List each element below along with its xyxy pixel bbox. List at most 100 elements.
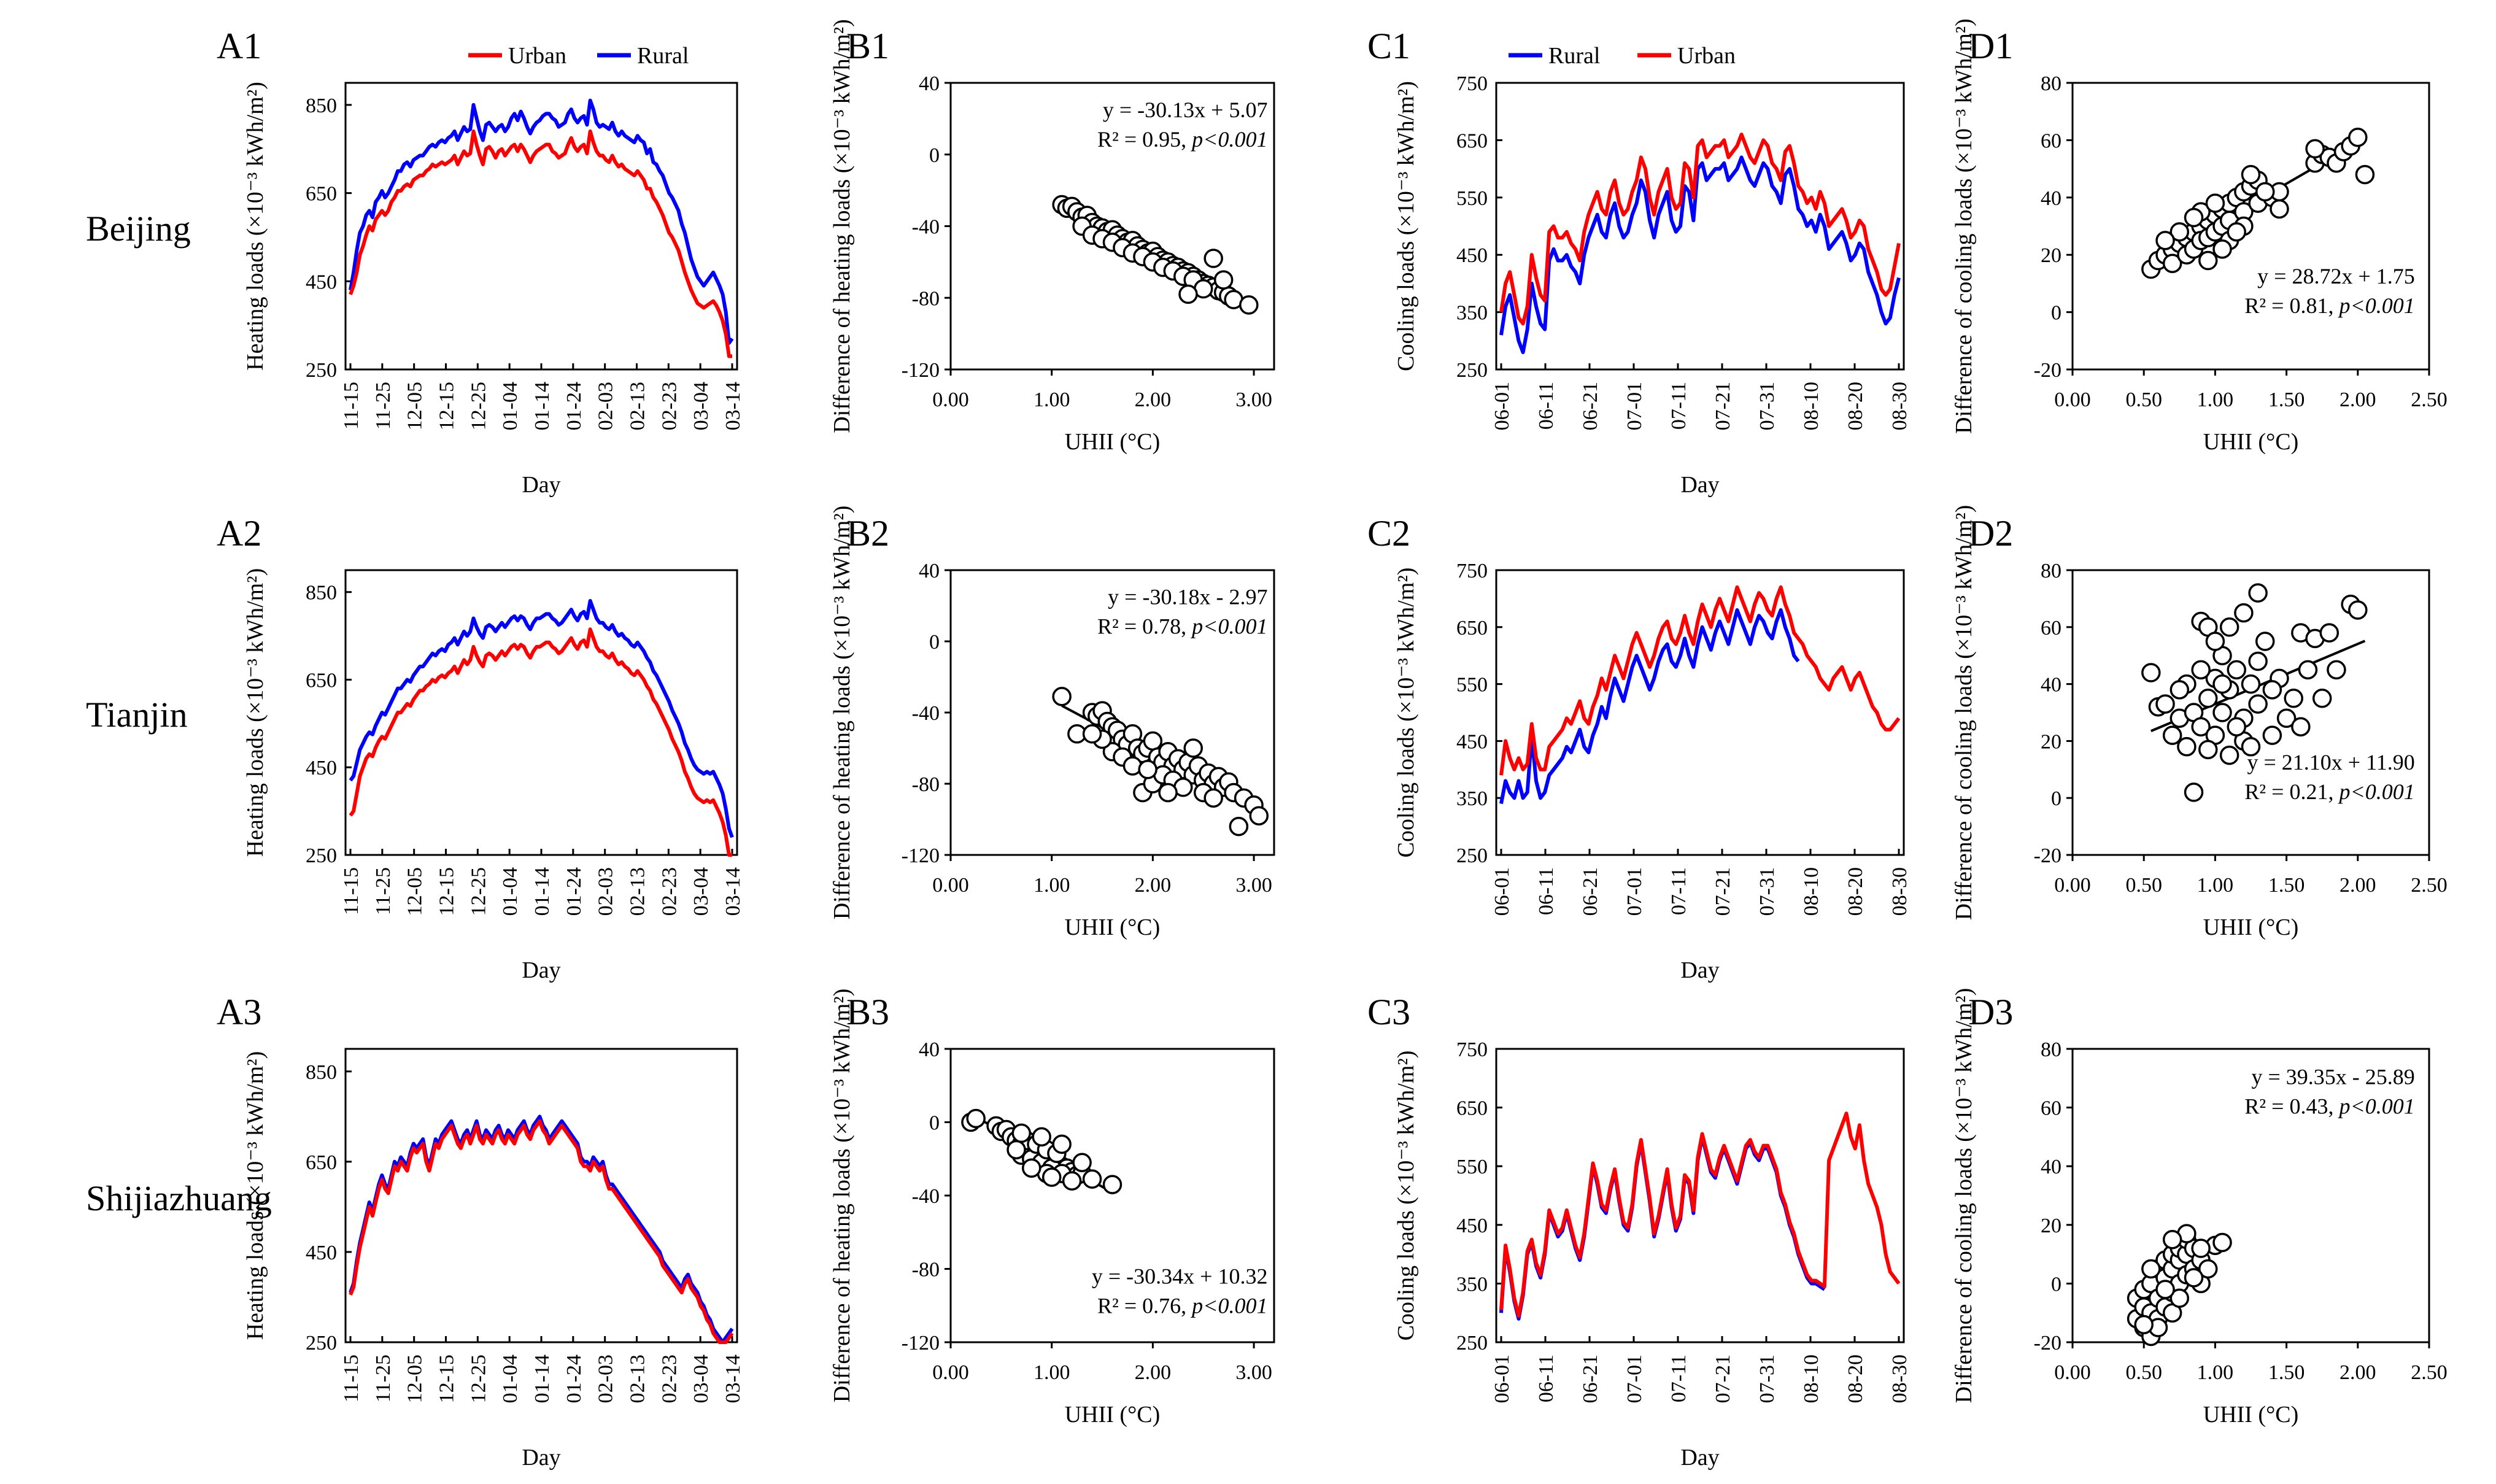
data-point [1204, 249, 1223, 268]
data-point [1229, 816, 1249, 837]
fit-r2: R² = 0.76, p<0.001 [1097, 1293, 1267, 1318]
fit-r2: R² = 0.43, p<0.001 [2244, 1094, 2414, 1118]
panel-label-b1: B1 [846, 26, 889, 66]
data-point [2184, 1268, 2204, 1288]
x-tick-label: 01-04 [499, 867, 522, 916]
x-tick-label: 02-13 [627, 867, 649, 916]
x-tick-label: 06-21 [1579, 1355, 1602, 1403]
fit-r2-value: R² = 0.21, [2244, 779, 2339, 804]
y-tick-label: -40 [912, 702, 940, 725]
x-tick-label: 01-24 [563, 382, 585, 430]
data-point [1183, 738, 1203, 758]
y-axis-title: Difference of heating loads (×10⁻³ kWh/m… [829, 506, 855, 920]
x-tick-label: 0.00 [932, 388, 969, 411]
y-tick-label: 650 [306, 183, 337, 206]
series-line-rural [349, 599, 734, 838]
x-tick-label: 0.00 [932, 874, 969, 897]
panel-a3: A3 250 450 650 850 11-15 11-25 12-05 12-15 12-25 0… [217, 992, 744, 1470]
x-tick-label: 1.00 [2197, 1361, 2234, 1384]
series-line-urban [349, 1119, 734, 1344]
data-point [2162, 253, 2182, 273]
panel-c1: C1 250 350 450 550 650 750 06-01 06-11 06-21 07-01… [1367, 26, 1911, 498]
y-tick-label: 60 [2041, 129, 2061, 152]
y-tick-label: 650 [306, 1151, 337, 1174]
y-tick-label: 450 [306, 1242, 337, 1264]
x-tick-label: 08-10 [1800, 867, 1823, 916]
x-tick-label: 07-01 [1623, 867, 1646, 916]
y-axis-title: Cooling loads (×10⁻³ kWh/m²) [1393, 81, 1419, 371]
panel-c2: C2 250 350 450 550 650 750 06-01 06-11 06-21 07-01… [1367, 513, 1911, 983]
x-axis-title: Day [1680, 472, 1719, 498]
y-tick-label: 250 [306, 359, 337, 382]
x-tick-label: 12-15 [436, 867, 458, 916]
x-tick-label: 3.00 [1235, 874, 1272, 897]
data-point [2241, 674, 2261, 694]
fit-r2: R² = 0.81, p<0.001 [2244, 293, 2414, 318]
x-tick-label: 08-10 [1800, 1355, 1823, 1403]
y-tick-label: 550 [1456, 187, 1488, 210]
data-point [1041, 1167, 1062, 1187]
y-tick-label: -40 [912, 216, 940, 239]
x-tick-label: 02-23 [658, 1355, 681, 1403]
x-tick-label: 12-15 [436, 1355, 458, 1403]
x-tick-label: 06-11 [1535, 1355, 1558, 1402]
x-tick-label: 12-25 [467, 382, 490, 430]
data-point [2184, 783, 2204, 802]
x-tick-label: 11-25 [372, 382, 395, 430]
panel-label-d3: D3 [1968, 992, 2013, 1032]
x-tick-label: 08-30 [1888, 1355, 1911, 1403]
y-tick-label: -20 [2034, 1332, 2061, 1355]
y-tick-label: 20 [2041, 1215, 2061, 1237]
x-tick-label: 07-31 [1756, 1355, 1779, 1403]
data-point [1249, 806, 1269, 825]
x-tick-label: 07-21 [1712, 1355, 1734, 1403]
x-tick-label: 01-04 [499, 1355, 522, 1403]
data-point [2184, 207, 2204, 228]
x-tick-label: 06-01 [1491, 382, 1513, 430]
y-tick-label: 750 [1456, 72, 1488, 95]
data-point [2212, 674, 2232, 694]
x-tick-label: 2.50 [2411, 1361, 2448, 1384]
data-point [1007, 1140, 1026, 1160]
y-tick-label: 550 [1456, 1156, 1488, 1178]
x-tick-label: 2.50 [2411, 874, 2448, 897]
x-tick-label: 02-13 [627, 382, 649, 430]
series-line-urban [1499, 133, 1901, 326]
data-point [2198, 689, 2218, 708]
x-tick-label: 3.00 [1235, 388, 1272, 411]
plot-frame [344, 1048, 738, 1343]
x-tick-label: 02-03 [595, 1355, 617, 1403]
y-tick-label: 250 [306, 844, 337, 867]
data-point [1102, 1175, 1122, 1194]
x-tick-label: 0.50 [2125, 388, 2162, 411]
data-point [2234, 603, 2254, 623]
y-tick-label: 650 [306, 669, 337, 692]
fit-r2: R² = 0.95, p<0.001 [1097, 127, 1267, 152]
y-tick-label: 550 [1456, 674, 1488, 697]
y-tick-label: 250 [1456, 359, 1488, 382]
y-tick-label: 40 [919, 72, 940, 95]
data-point [1011, 1123, 1032, 1143]
x-tick-label: 07-01 [1623, 382, 1646, 430]
plot-frame [2071, 569, 2430, 856]
panel-b3: B3 -120 -80 -40 0 40 0.00 1.00 2.00 3.00 y = -30.3… [829, 989, 1275, 1428]
y-tick-label: -20 [2034, 359, 2061, 382]
x-axis-title: UHII (°C) [2203, 914, 2299, 940]
x-tick-label: 06-21 [1579, 382, 1602, 430]
x-tick-label: 12-25 [467, 867, 490, 916]
y-tick-label: 0 [929, 1112, 940, 1135]
fit-p-value: p<0.001 [1190, 1293, 1267, 1318]
data-point [2212, 1232, 2232, 1253]
y-tick-label: 450 [1456, 730, 1488, 753]
panel-d2: D2 -20 0 20 40 60 80 0.00 0.50 1.00 1.50 2.00 2.50 y … [1951, 505, 2448, 940]
x-axis-title: Day [522, 957, 560, 983]
data-point [2141, 663, 2161, 682]
x-tick-label: 2.50 [2411, 388, 2448, 411]
legend-label-urban: Urban [1677, 43, 1736, 69]
x-tick-label: 06-21 [1579, 867, 1602, 916]
x-tick-label: 07-11 [1667, 382, 1690, 430]
plot-frame [344, 82, 738, 371]
x-tick-label: 12-15 [436, 382, 458, 430]
x-axis-title: UHII (°C) [2203, 429, 2299, 455]
y-tick-label: 80 [2041, 560, 2061, 582]
